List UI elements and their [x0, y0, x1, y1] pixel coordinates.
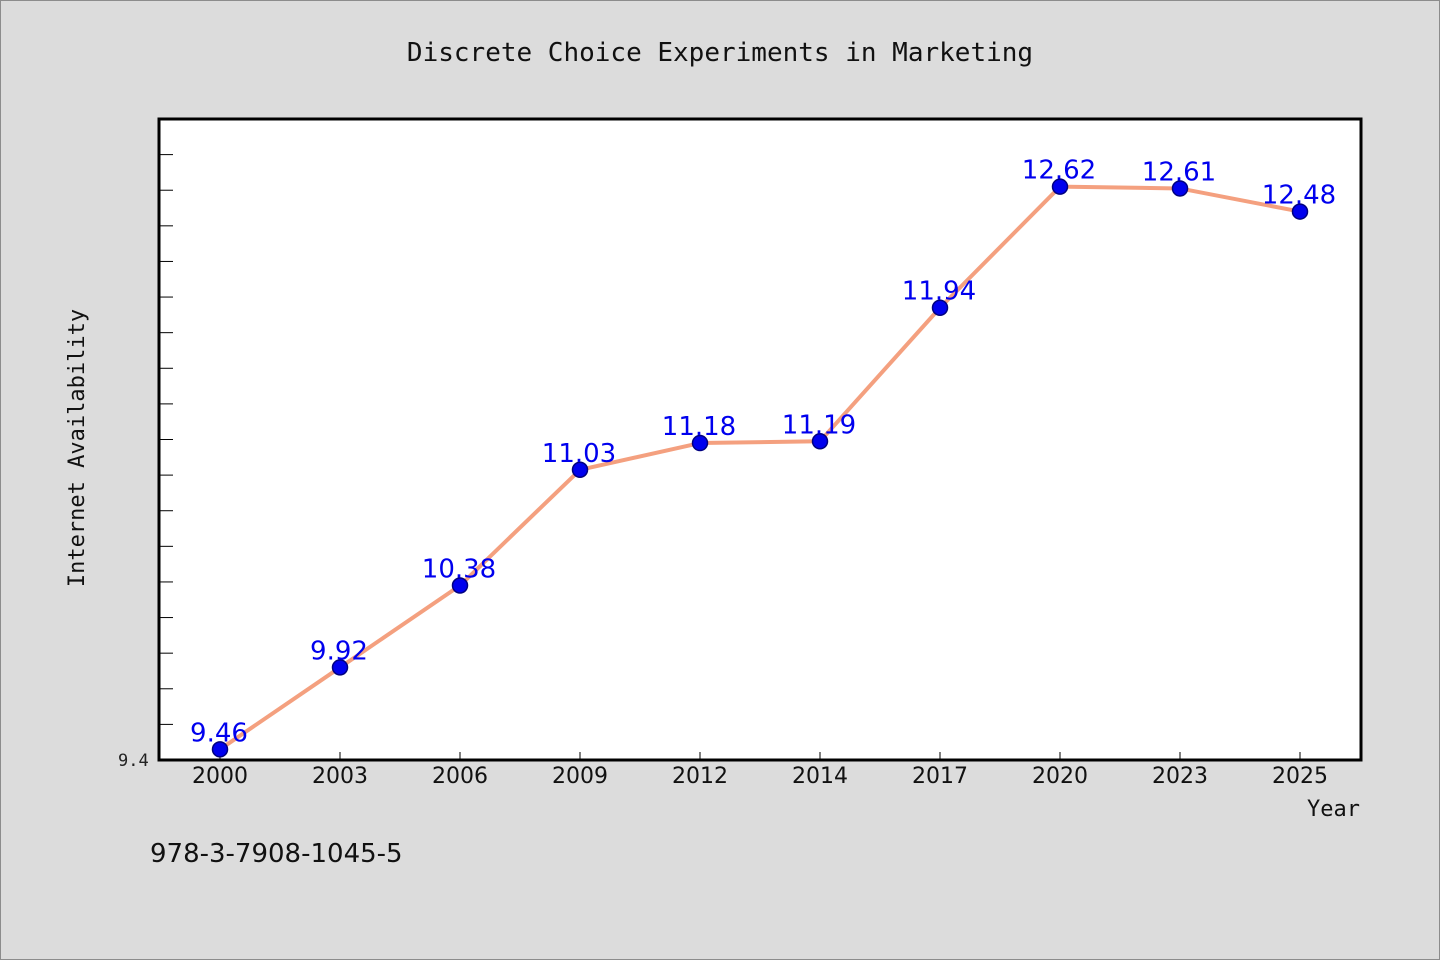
data-point — [1291, 203, 1309, 220]
series-line — [218, 184, 1301, 751]
x-tick-label: 2025 — [1272, 764, 1328, 789]
x-axis-ticks: 2000 2003 2006 2009 2012 2014 2017 2020 2023 2025 — [192, 752, 1328, 789]
data-point — [1051, 178, 1069, 195]
data-label: 9.46 — [190, 718, 248, 748]
x-tick-label: 2009 — [552, 764, 608, 789]
y-axis-ticks — [159, 118, 173, 725]
series-labels-group: 9.46 9.92 10.38 11.03 11.18 11.19 11.94 12.62 12… — [190, 156, 1336, 749]
data-label: 10.38 — [422, 555, 496, 585]
x-tick-label: 2014 — [792, 764, 848, 789]
data-label: 12.62 — [1022, 156, 1096, 186]
data-point — [691, 434, 709, 452]
data-point — [571, 461, 589, 479]
data-point — [211, 741, 229, 758]
x-tick-label: 2017 — [912, 764, 968, 789]
data-label: 11.03 — [542, 439, 616, 469]
chart-title: Discrete Choice Experiments in Marketing — [407, 38, 1033, 68]
x-tick-label: 2012 — [672, 764, 728, 789]
data-point — [1171, 180, 1189, 197]
data-point — [811, 433, 829, 450]
data-point — [931, 299, 949, 316]
x-tick-label: 2020 — [1032, 764, 1088, 789]
data-label: 11.94 — [902, 277, 976, 307]
data-label: 9.92 — [310, 636, 368, 666]
series-markers-group — [211, 178, 1309, 758]
x-axis-title: Year — [1307, 797, 1360, 822]
data-point — [451, 577, 469, 594]
x-tick-label: 2000 — [192, 764, 248, 789]
x-tick-label: 2006 — [432, 764, 488, 789]
data-label: 11.18 — [662, 412, 736, 442]
x-tick-label: 2003 — [312, 764, 368, 789]
y-axis-title: Internet Availability — [65, 309, 90, 587]
series-line-group — [218, 184, 1301, 751]
data-point — [331, 659, 349, 676]
x-tick-label: 2023 — [1152, 764, 1208, 789]
isbn-caption: 978-3-7908-1045-5 — [150, 839, 403, 869]
data-label: 12.48 — [1262, 181, 1336, 211]
data-label: 11.19 — [782, 410, 856, 440]
data-label: 12.61 — [1142, 157, 1216, 187]
y-axis-min-label: 9.4 — [118, 751, 149, 771]
